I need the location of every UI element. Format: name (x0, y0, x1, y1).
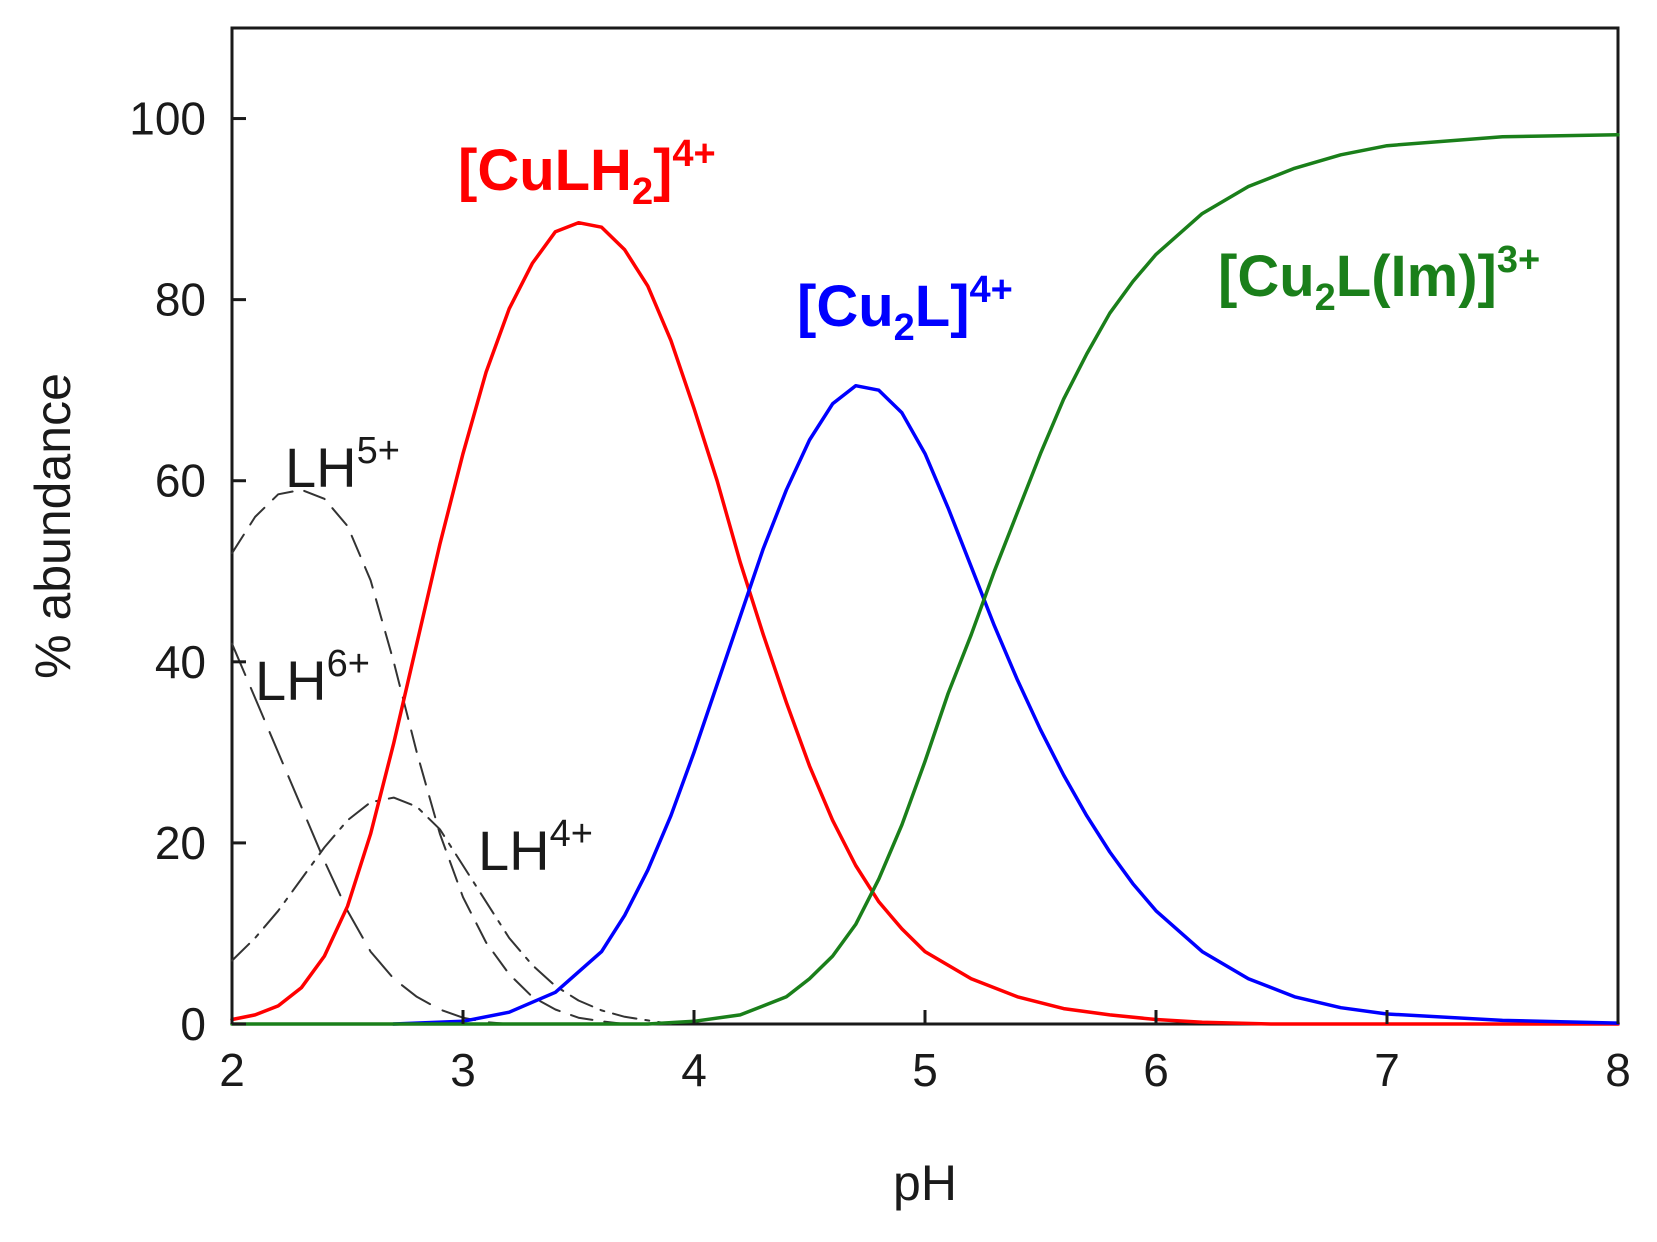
y-tick-label: 80 (155, 274, 206, 326)
label-layer: LH6+LH5+LH4+[CuLH2]4+[Cu2L]4+ [Cu2L(Im)]3… (255, 133, 1540, 882)
series-layer (230, 133, 1620, 1026)
x-tick-label: 4 (681, 1044, 707, 1096)
species-label-superscript: 6+ (327, 643, 370, 685)
species-label-culh2-4: [CuLH2]4+ (458, 133, 716, 213)
species-label-lh4: LH4+ (478, 813, 593, 882)
x-tick-label: 8 (1605, 1044, 1631, 1096)
x-tick-label: 3 (450, 1044, 476, 1096)
x-tick-label: 6 (1143, 1044, 1169, 1096)
x-tick-label: 5 (912, 1044, 938, 1096)
y-tick-label: 20 (155, 817, 206, 869)
y-tick-label: 100 (129, 93, 206, 145)
species-label-lh6: LH6+ (255, 643, 370, 712)
y-axis-title: % abundance (25, 373, 81, 679)
species-label-tail: L(Im)] (1336, 244, 1497, 309)
species-label-tail: ] (653, 138, 672, 203)
species-label-superscript: 4+ (970, 269, 1013, 311)
species-label-lh5: LH5+ (285, 430, 400, 499)
x-axis-title: pH (893, 1155, 957, 1211)
species-label-superscript: 4+ (550, 813, 593, 855)
species-label-cu2l-4: [Cu2L]4+ (797, 269, 1013, 349)
species-label-tail: L] (915, 274, 970, 339)
y-tick-label: 0 (180, 998, 206, 1050)
species-label-superscript: 4+ (672, 133, 715, 175)
series-line-cu2l-im-3 (230, 133, 1620, 1026)
plot-frame (230, 26, 1620, 1026)
series-line-lh4 (231, 796, 672, 1025)
species-label-subscript: 2 (1315, 277, 1336, 319)
series-line-culh2-4 (230, 220, 1620, 1026)
species-label-base: [Cu (1218, 244, 1315, 309)
species-label-superscript: 3+ (1497, 239, 1540, 281)
species-label-base: [Cu (797, 274, 894, 339)
series-line-lh5 (231, 488, 626, 1025)
y-tick-label: 60 (155, 455, 206, 507)
species-label-superscript: 5+ (357, 430, 400, 472)
species-label-subscript: 2 (894, 307, 915, 349)
x-tick-label: 7 (1374, 1044, 1400, 1096)
species-label-base: LH (285, 436, 357, 499)
species-label-base: LH (255, 649, 327, 712)
series-line-cu2l-4 (391, 383, 1620, 1026)
species-label-cu2l-im-3: [Cu2L(Im)]3+ (1218, 239, 1540, 319)
species-label-base: [CuLH (458, 138, 632, 203)
y-tick-label: 40 (155, 636, 206, 688)
species-label-subscript: 2 (632, 171, 653, 213)
x-tick-label: 2 (219, 1044, 245, 1096)
species-label-base: LH (478, 819, 550, 882)
